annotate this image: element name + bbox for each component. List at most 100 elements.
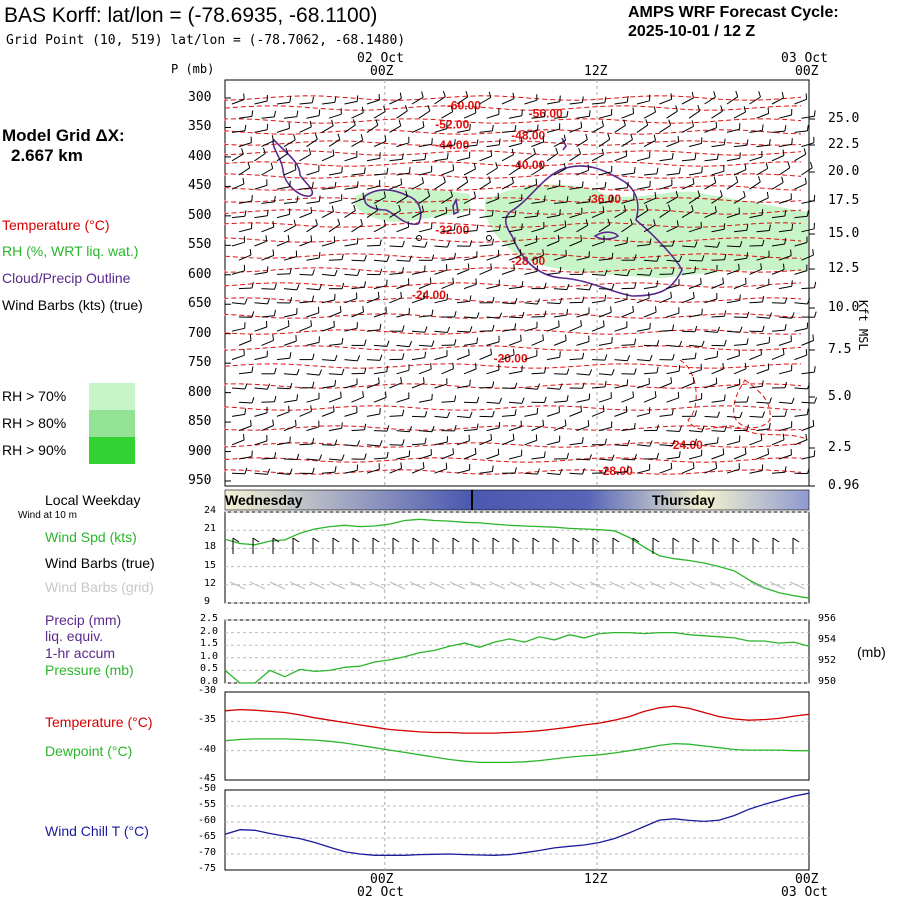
wind-barb-feather [739,411,743,418]
wind-barb [418,171,432,176]
isotherm-line [224,95,802,101]
wind-barb-feather [404,105,408,112]
wind-barb-feather [762,239,765,246]
wind-barb-feather [762,325,765,332]
wind-barb-feather [668,119,671,126]
wind-barb-feather [469,379,471,386]
wind-barb [524,355,538,361]
wind-barb [254,129,268,133]
wind-barb [486,167,498,176]
wind-barb [801,455,815,460]
wind-barb-feather [611,337,613,344]
wind-barb-feather [431,393,433,400]
wind-barb-feather [251,194,253,202]
wind-barb [501,154,514,162]
surface-wind-barb-feather [472,537,480,543]
wind-barb-feather [476,423,479,430]
wind-barb-feather [544,396,547,403]
wind-barb-feather [603,320,605,327]
wind-barb [553,425,567,432]
wind-barb-feather [364,423,367,430]
wind-barb-feather [589,454,592,461]
wind-barb [524,153,536,162]
wind-barb-feather [766,191,769,198]
isotherm-label: -36.00 [587,192,621,206]
wind-barb-feather [364,453,367,460]
wind-barb [254,412,268,417]
wind-barb-feather [249,334,252,341]
isotherm-line [679,359,809,441]
wind-barb-feather [563,162,566,170]
wind-barb [688,110,700,119]
weekday-bar [224,489,810,511]
wind-barb-feather [791,397,795,404]
grid-wind-barb [409,581,426,590]
wind-barb [711,170,725,176]
pressure-tick-0: 950 [818,676,837,687]
wind-barb-feather [604,380,607,387]
wind-barb [321,385,335,389]
wind-barb-feather [722,448,725,455]
wind-barb-feather [318,252,321,259]
wind-speed-tick-0: 9 [204,596,211,607]
wind-barb [591,187,605,190]
wind-barb-feather [452,448,454,455]
wind-barb [351,429,365,432]
wind-barb-feather [273,110,276,117]
wind-barb [659,209,671,219]
wind-barb-feather [559,209,561,216]
wind-barb-feather [341,454,345,461]
wind-barb [711,368,724,375]
grid-wind-barb [449,581,466,590]
wind-barb [531,116,545,119]
wind-barb [411,126,425,133]
wind-barb-feather [566,368,570,375]
precip-legend: Precip (mm) [45,612,122,628]
wind-barb [726,415,740,419]
wind-barb-feather [714,206,717,213]
wind-barb [726,128,740,133]
wind-barb [621,458,635,461]
wind-barb-feather [492,381,495,388]
wind-barb-feather [289,468,293,475]
wind-barb-feather [331,119,334,126]
wind-barb [508,199,522,204]
wind-barb-feather [790,249,792,256]
wind-barb-feather [653,134,656,141]
wind-barb-feather [739,294,741,301]
wind-barb-feather [331,205,334,212]
wind-barb [659,184,673,190]
wind-barb [441,400,455,403]
wind-barb-feather [308,148,312,155]
wind-barb-feather [400,462,402,469]
wind-barb [771,243,785,247]
wind-barb [366,468,380,474]
wind-barb [441,195,453,204]
wind-barb [553,255,567,261]
wind-barb [569,127,582,133]
wind-barb-feather [289,352,292,359]
wind-barb [231,327,245,332]
wind-barb [636,244,650,247]
wind-barb [614,124,626,133]
wind-barb [479,439,492,446]
wind-barb-feather [446,326,451,333]
wind-barb-feather [474,447,477,455]
wind-barb [614,210,626,219]
pressure-level-400: 400 [188,148,212,164]
wind-barb-feather [249,249,252,256]
wind-barb [486,255,499,261]
wind-barb-feather [803,148,807,155]
grid-wind-barb [729,581,746,590]
wind-barb-feather [469,411,473,418]
windchill-tick-2: -60 [198,815,217,826]
wind-barb [733,283,747,290]
wind-barb [794,302,808,305]
wind-barb [553,340,567,346]
wind-barb-feather [424,241,428,248]
wind-barb [456,96,469,105]
wind-barb [704,356,718,361]
temperature-line [224,705,810,734]
wind-barb-feather [384,135,387,142]
wind-barb [749,268,762,275]
